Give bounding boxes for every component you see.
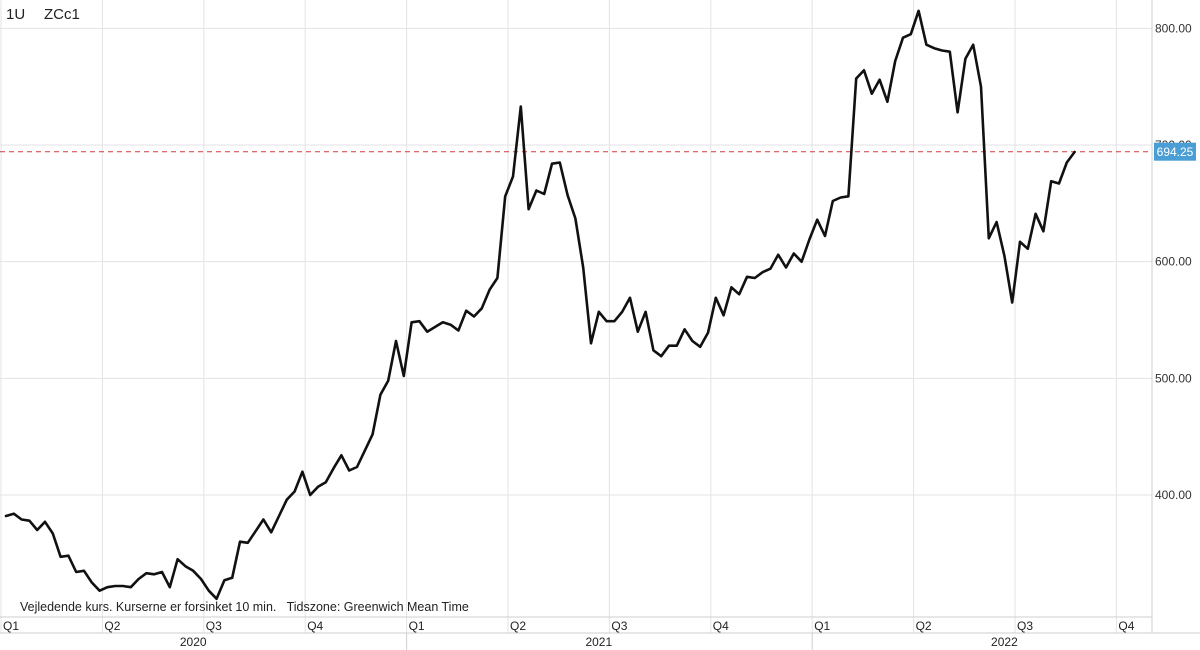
last-price-badge xyxy=(1154,142,1196,161)
x-tick-label: Q4 xyxy=(1118,619,1134,633)
x-tick-label: Q1 xyxy=(409,619,425,633)
y-tick-label: 500.00 xyxy=(1155,371,1192,385)
x-tick-label: Q3 xyxy=(1017,619,1033,633)
x-tick-label: Q2 xyxy=(510,619,526,633)
price-series-line xyxy=(4,9,1076,601)
x-tick-label: Q4 xyxy=(307,619,323,633)
year-label: 2021 xyxy=(585,635,612,649)
year-label: 2020 xyxy=(180,635,207,649)
symbol-label[interactable]: ZCc1 xyxy=(44,6,80,23)
year-label: 2022 xyxy=(991,635,1018,649)
x-tick-label: Q1 xyxy=(3,619,19,633)
x-tick-label: Q3 xyxy=(206,619,222,633)
x-tick-label: Q2 xyxy=(104,619,120,633)
x-tick-label: Q3 xyxy=(611,619,627,633)
y-tick-label: 800.00 xyxy=(1155,21,1192,35)
y-tick-label: 600.00 xyxy=(1155,255,1192,269)
interval-label[interactable]: 1U xyxy=(6,6,26,23)
y-tick-label: 400.00 xyxy=(1155,488,1192,502)
delay-timezone-note: Vejledende kurs. Kurserne er forsinket 1… xyxy=(20,600,469,614)
x-tick-label: Q4 xyxy=(713,619,729,633)
x-tick-label: Q1 xyxy=(814,619,830,633)
x-tick-label: Q2 xyxy=(916,619,932,633)
last-price-label: 694.25 xyxy=(1157,145,1194,159)
